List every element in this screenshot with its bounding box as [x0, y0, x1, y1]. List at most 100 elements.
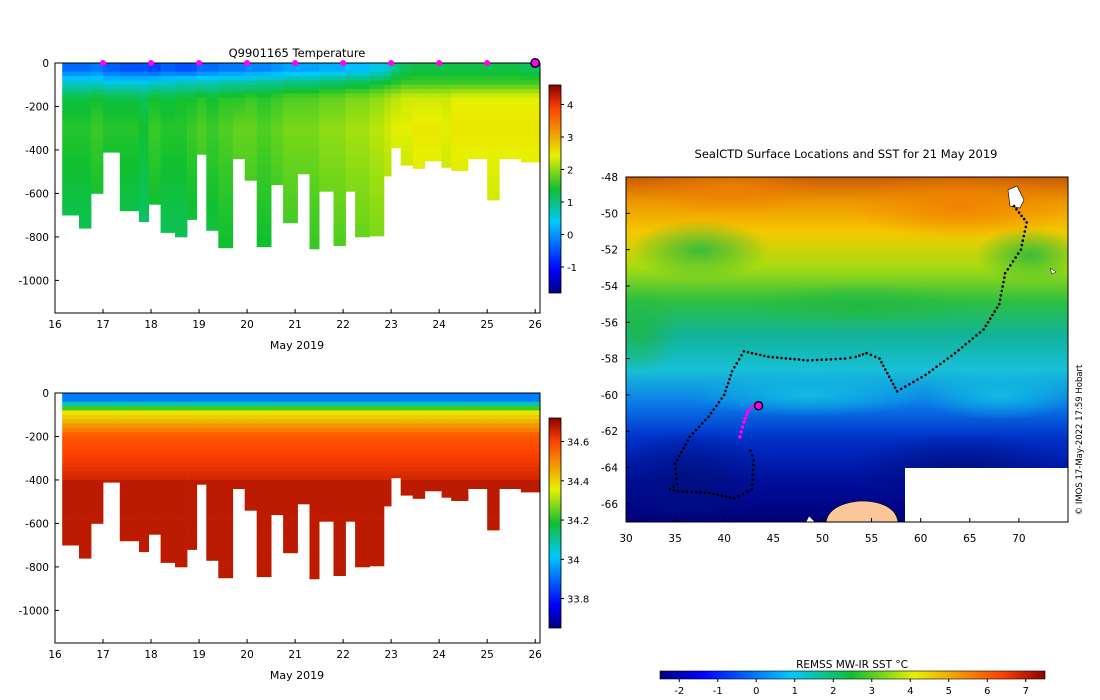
profile-cell	[424, 466, 442, 472]
profile-cell	[218, 193, 234, 199]
profile-cell	[451, 410, 469, 416]
profile-cell	[91, 141, 104, 146]
profile-cell	[400, 484, 414, 489]
profile-cell	[283, 206, 298, 212]
track-point	[999, 294, 1003, 297]
profile-cell	[319, 506, 334, 511]
profile-cell	[369, 440, 385, 446]
sst-colorbar-tick-label: -1	[713, 686, 723, 697]
profile-cell	[218, 180, 234, 186]
profile-cell	[383, 158, 392, 164]
profile-cell	[487, 119, 500, 125]
profile-cell	[119, 458, 140, 463]
profile-cell	[119, 180, 140, 186]
profile-cell	[244, 89, 258, 94]
track-point	[1022, 234, 1026, 238]
profile-cell	[218, 445, 234, 450]
profile-cell	[451, 393, 469, 398]
profile-cell	[187, 128, 198, 133]
profile-cell	[139, 80, 149, 86]
profile-cell	[283, 171, 298, 177]
profile-cell	[468, 71, 488, 77]
profile-cell	[139, 158, 149, 164]
profile-cell	[424, 453, 442, 459]
profile-cell	[160, 414, 176, 420]
profile-cell	[383, 410, 392, 416]
profile-cell	[119, 506, 140, 511]
profile-cell	[119, 471, 140, 476]
profile-marker	[436, 60, 443, 66]
profile-cell	[271, 71, 284, 77]
profile-cell	[369, 545, 385, 550]
profile-cell	[206, 406, 219, 411]
track-point	[806, 359, 809, 362]
profile-cell	[424, 119, 442, 125]
profile-cell	[175, 219, 188, 225]
profile-cell	[355, 89, 370, 94]
profile-cell	[468, 466, 488, 472]
profile-cell	[256, 132, 272, 138]
profile-cell	[309, 202, 320, 207]
profile-cell	[297, 76, 310, 81]
profile-cell	[160, 440, 176, 446]
track-point	[709, 411, 713, 415]
profile-cell	[468, 132, 488, 138]
profile-cell	[355, 453, 370, 459]
profile-cell	[441, 71, 452, 77]
profile-cell	[91, 136, 104, 142]
profile-cell	[499, 440, 522, 446]
profile-cell	[412, 414, 426, 420]
profile-cell	[103, 458, 121, 463]
profile-cell	[91, 97, 104, 103]
profile-cell	[319, 84, 334, 90]
profile-cell	[256, 480, 272, 485]
profile-cell	[271, 176, 284, 181]
profile-cell	[91, 501, 104, 507]
track-point	[675, 477, 678, 481]
profile-cell	[206, 176, 219, 181]
track-point	[854, 355, 858, 359]
profile-cell	[499, 432, 522, 437]
profile-cell	[218, 510, 234, 516]
profile-cell	[520, 436, 541, 442]
profile-cell	[187, 106, 198, 112]
profile-cell	[412, 436, 426, 442]
profile-cell	[187, 197, 198, 203]
profile-cell	[62, 514, 80, 520]
profile-cell	[468, 123, 488, 129]
profile-cell	[218, 410, 234, 416]
profile-cell	[412, 102, 426, 107]
profile-cell	[256, 102, 272, 107]
profile-cell	[319, 97, 334, 103]
profile-cell	[103, 436, 121, 442]
profile-cell	[62, 471, 80, 476]
profile-cell	[91, 163, 104, 168]
temp-profile-markers	[100, 58, 541, 68]
profile-cell	[451, 436, 469, 442]
profile-cell	[175, 545, 188, 550]
track-point	[708, 491, 711, 495]
track-point	[950, 354, 953, 358]
profile-cell	[383, 145, 392, 151]
profile-cell	[369, 553, 385, 559]
track-point	[775, 356, 779, 359]
profile-cell	[256, 232, 272, 238]
profile-cell	[218, 484, 234, 489]
profile-cell	[218, 215, 234, 220]
profile-cell	[62, 171, 80, 177]
profile-cell	[333, 106, 346, 112]
profile-cell	[487, 115, 500, 120]
profile-cell	[333, 184, 346, 190]
profile-cell	[160, 488, 176, 494]
profile-cell	[160, 523, 176, 529]
profile-cell	[309, 184, 320, 190]
profile-cell	[391, 115, 402, 120]
profile-cell	[309, 458, 320, 463]
profile-cell	[412, 145, 426, 151]
profile-cell	[355, 501, 370, 507]
profile-cell	[148, 401, 161, 407]
profile-cell	[103, 89, 121, 94]
profile-cell	[468, 453, 488, 459]
profile-cell	[160, 471, 176, 476]
profile-cell	[383, 397, 392, 402]
